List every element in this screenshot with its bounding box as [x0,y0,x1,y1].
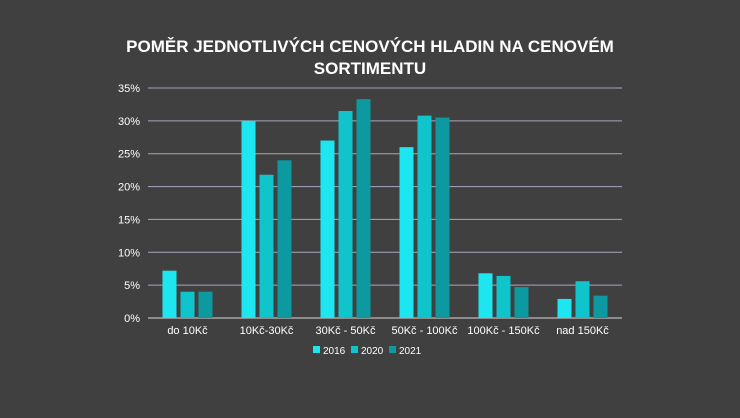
legend-swatch-2020 [351,346,358,353]
y-tick-label: 20% [118,182,140,194]
bar-2020 [496,275,511,318]
y-tick-label: 30% [118,116,140,128]
bar-2020 [575,281,590,318]
legend-swatch-2016 [313,346,320,353]
y-tick-label: 25% [118,149,140,161]
bar-2021 [593,295,608,318]
x-tick-label: 50Kč - 100Kč [391,325,458,337]
legend-label-2020: 2020 [361,346,384,357]
chart-title-line-2: SORTIMENTU [313,59,427,78]
chart-title-line-1: POMĚR JEDNOTLIVÝCH CENOVÝCH HLADIN NA CE… [126,37,614,56]
x-tick-label: 10Kč-30Kč [240,325,294,337]
bar-2020 [417,115,432,318]
y-tick-label: 10% [118,247,140,259]
x-tick-label: nad 150Kč [556,325,609,337]
bar-2020 [259,174,274,318]
y-tick-label: 0% [124,313,140,325]
bar-2016 [320,140,335,318]
x-tick-label: 30Kč - 50Kč [316,325,376,337]
bar-2016 [241,120,256,318]
bar-2020 [180,291,195,318]
legend-swatch-2021 [389,346,396,353]
legend-label-2021: 2021 [399,346,422,357]
legend-label-2016: 2016 [323,346,346,357]
bar-2016 [478,273,493,318]
x-tick-label: do 10Kč [167,325,208,337]
y-tick-label: 15% [118,214,140,226]
bar-2021 [198,291,213,318]
y-tick-label: 5% [124,280,140,292]
bar-2016 [162,270,177,318]
bar-2016 [399,147,414,318]
bar-2021 [514,287,529,318]
bar-2021 [356,99,371,319]
bar-2021 [277,160,292,318]
x-tick-label: 100Kč - 150Kč [467,325,540,337]
bar-2021 [435,117,450,318]
y-tick-label: 35% [118,83,140,95]
bar-2020 [338,111,353,318]
bar-2016 [557,298,572,318]
